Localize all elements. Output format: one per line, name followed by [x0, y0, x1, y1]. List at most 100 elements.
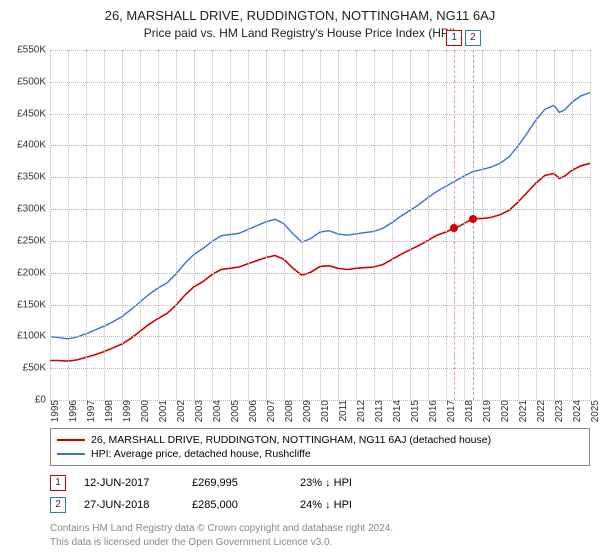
- chart-area: £0£50K£100K£150K£200K£250K£300K£350K£400…: [50, 50, 590, 420]
- event-price: £269,995: [192, 477, 282, 489]
- event-date: 27-JUN-2018: [84, 499, 174, 511]
- event-row: 2 27-JUN-2018 £285,000 24% ↓ HPI: [50, 494, 590, 516]
- gridline-vertical: [410, 50, 411, 400]
- legend-label: 26, MARSHALL DRIVE, RUDDINGTON, NOTTINGH…: [91, 434, 491, 446]
- x-axis-label: 2018: [464, 400, 466, 422]
- gridline-vertical: [374, 50, 375, 400]
- gridline-vertical: [572, 50, 573, 400]
- gridline-vertical: [536, 50, 537, 400]
- x-axis-label: 2009: [302, 400, 304, 422]
- x-axis-label: 2013: [374, 400, 376, 422]
- chart-title: 26, MARSHALL DRIVE, RUDDINGTON, NOTTINGH…: [0, 8, 600, 23]
- gridline-vertical: [446, 50, 447, 400]
- gridline-vertical: [230, 50, 231, 400]
- y-axis-label: £50K: [0, 363, 50, 374]
- event-row-flag: 2: [50, 497, 66, 513]
- x-axis-label: 2001: [158, 400, 160, 422]
- plot-region: £0£50K£100K£150K£200K£250K£300K£350K£400…: [50, 50, 590, 400]
- gridline-vertical: [284, 50, 285, 400]
- x-axis-label: 2003: [194, 400, 196, 422]
- gridline-vertical: [356, 50, 357, 400]
- event-flag: 2: [465, 30, 481, 46]
- y-axis-label: £250K: [0, 235, 50, 246]
- x-axis-label: 2012: [356, 400, 358, 422]
- gridline-vertical: [554, 50, 555, 400]
- gridline-vertical: [248, 50, 249, 400]
- gridline-vertical: [320, 50, 321, 400]
- gridline-vertical: [482, 50, 483, 400]
- y-axis-label: £0: [0, 395, 50, 406]
- gridline-vertical: [392, 50, 393, 400]
- x-axis-label: 1997: [86, 400, 88, 422]
- y-axis-label: £350K: [0, 172, 50, 183]
- x-axis-label: 2006: [248, 400, 250, 422]
- gridline-vertical: [122, 50, 123, 400]
- x-axis-label: 2014: [392, 400, 394, 422]
- legend-swatch: [57, 453, 85, 455]
- gridline-vertical: [266, 50, 267, 400]
- event-flag: 1: [446, 30, 462, 46]
- x-axis-label: 2000: [140, 400, 142, 422]
- sale-events-table: 1 12-JUN-2017 £269,995 23% ↓ HPI 2 27-JUN-201…: [50, 472, 590, 516]
- legend-label: HPI: Average price, detached house, Rush…: [91, 448, 311, 460]
- gridline-vertical: [86, 50, 87, 400]
- gridline-vertical: [590, 50, 591, 400]
- x-axis-label: 1998: [104, 400, 106, 422]
- x-axis-label: 2020: [500, 400, 502, 422]
- chart-container: 26, MARSHALL DRIVE, RUDDINGTON, NOTTINGH…: [0, 8, 600, 549]
- x-axis-label: 2025: [590, 400, 592, 422]
- gridline-vertical: [194, 50, 195, 400]
- event-vertical-line: [473, 50, 474, 400]
- y-axis-label: £450K: [0, 108, 50, 119]
- x-axis-label: 1999: [122, 400, 124, 422]
- x-axis-label: 2022: [536, 400, 538, 422]
- y-axis-label: £400K: [0, 140, 50, 151]
- gridline-vertical: [68, 50, 69, 400]
- x-axis-label: 2008: [284, 400, 286, 422]
- legend-row: 26, MARSHALL DRIVE, RUDDINGTON, NOTTINGH…: [57, 433, 583, 447]
- footer-attribution: Contains HM Land Registry data © Crown c…: [50, 522, 590, 549]
- gridline-vertical: [338, 50, 339, 400]
- x-axis-label: 2017: [446, 400, 448, 422]
- event-date: 12-JUN-2017: [84, 477, 174, 489]
- gridline-vertical: [464, 50, 465, 400]
- gridline-vertical: [50, 50, 51, 400]
- x-axis-label: 2015: [410, 400, 412, 422]
- x-axis-label: 2024: [572, 400, 574, 422]
- gridline-vertical: [212, 50, 213, 400]
- event-row-flag: 1: [50, 475, 66, 491]
- y-axis-label: £200K: [0, 267, 50, 278]
- event-diff: 24% ↓ HPI: [300, 499, 390, 511]
- y-axis-label: £100K: [0, 331, 50, 342]
- footer-line-1: Contains HM Land Registry data © Crown c…: [50, 522, 590, 536]
- gridline-vertical: [518, 50, 519, 400]
- event-diff: 23% ↓ HPI: [300, 477, 390, 489]
- sale-marker-dot: [450, 224, 458, 232]
- gridline-vertical: [104, 50, 105, 400]
- x-axis-label: 2019: [482, 400, 484, 422]
- x-axis-label: 2004: [212, 400, 214, 422]
- x-axis-label: 1995: [50, 400, 52, 422]
- gridline-vertical: [302, 50, 303, 400]
- x-axis-label: 2002: [176, 400, 178, 422]
- legend-box: 26, MARSHALL DRIVE, RUDDINGTON, NOTTINGH…: [50, 428, 590, 466]
- gridline-vertical: [140, 50, 141, 400]
- gridline-vertical: [158, 50, 159, 400]
- x-axis-label: 2005: [230, 400, 232, 422]
- gridline-vertical: [176, 50, 177, 400]
- x-axis-label: 2023: [554, 400, 556, 422]
- gridline-vertical: [500, 50, 501, 400]
- chart-subtitle: Price paid vs. HM Land Registry's House …: [0, 26, 600, 40]
- legend-row: HPI: Average price, detached house, Rush…: [57, 447, 583, 461]
- x-axis-label: 2011: [338, 400, 340, 422]
- y-axis-label: £300K: [0, 204, 50, 215]
- x-axis-label: 2016: [428, 400, 430, 422]
- footer-line-2: This data is licensed under the Open Gov…: [50, 536, 590, 550]
- x-axis-label: 2021: [518, 400, 520, 422]
- y-axis-label: £150K: [0, 299, 50, 310]
- sale-marker-dot: [469, 215, 477, 223]
- event-row: 1 12-JUN-2017 £269,995 23% ↓ HPI: [50, 472, 590, 494]
- legend-swatch: [57, 439, 85, 441]
- y-axis-label: £550K: [0, 45, 50, 56]
- event-price: £285,000: [192, 499, 282, 511]
